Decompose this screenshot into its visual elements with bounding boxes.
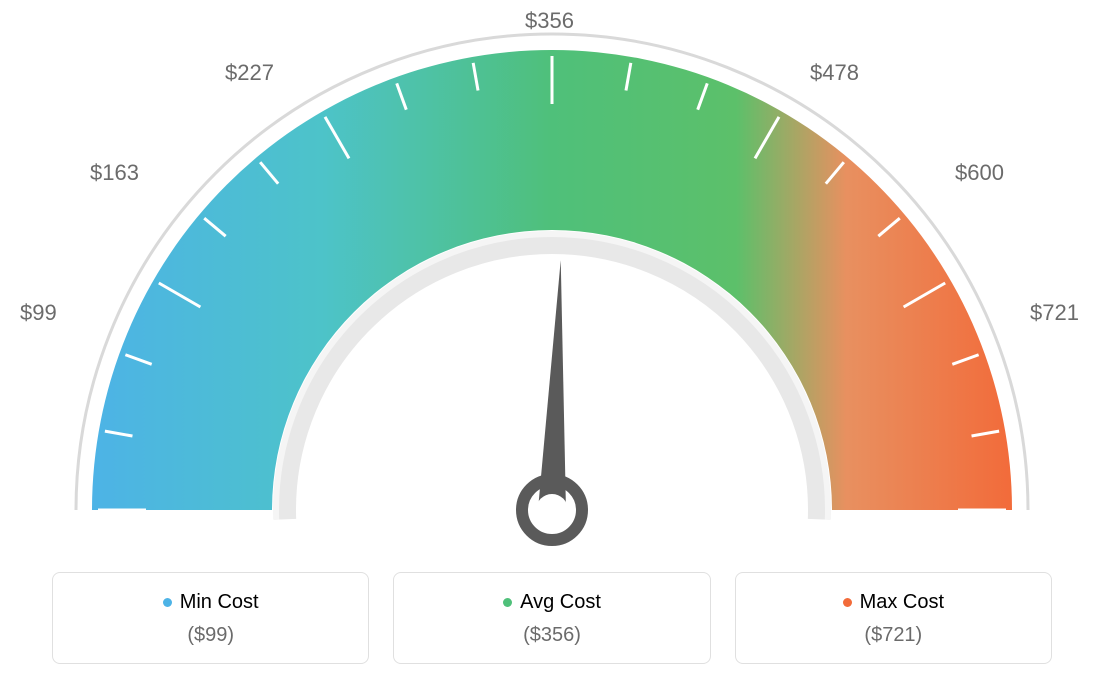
legend-title-min: Min Cost — [53, 591, 368, 614]
legend-card-min: Min Cost ($99) — [52, 572, 369, 664]
legend-label: Avg Cost — [520, 591, 601, 613]
dot-icon — [503, 598, 512, 607]
gauge-tick-label: $600 — [955, 160, 1004, 186]
legend-title-max: Max Cost — [736, 591, 1051, 614]
legend-value-avg: ($356) — [394, 624, 709, 647]
legend-card-max: Max Cost ($721) — [735, 572, 1052, 664]
gauge-tick-label: $478 — [810, 60, 859, 86]
gauge-tick-label: $99 — [20, 300, 57, 326]
gauge-tick-label: $721 — [1030, 300, 1079, 326]
gauge-tick-label: $356 — [525, 8, 574, 34]
legend-row: Min Cost ($99) Avg Cost ($356) Max Cost … — [52, 572, 1052, 664]
legend-value-max: ($721) — [736, 624, 1051, 647]
cost-gauge: $99 $163 $227 $356 $478 $600 $721 — [0, 0, 1104, 560]
gauge-tick-label: $163 — [90, 160, 139, 186]
gauge-tick-label: $227 — [225, 60, 274, 86]
legend-label: Max Cost — [860, 591, 944, 613]
legend-card-avg: Avg Cost ($356) — [393, 572, 710, 664]
dot-icon — [843, 598, 852, 607]
legend-value-min: ($99) — [53, 624, 368, 647]
gauge-svg — [52, 10, 1052, 570]
legend-label: Min Cost — [180, 591, 259, 613]
legend-title-avg: Avg Cost — [394, 591, 709, 614]
dot-icon — [163, 598, 172, 607]
